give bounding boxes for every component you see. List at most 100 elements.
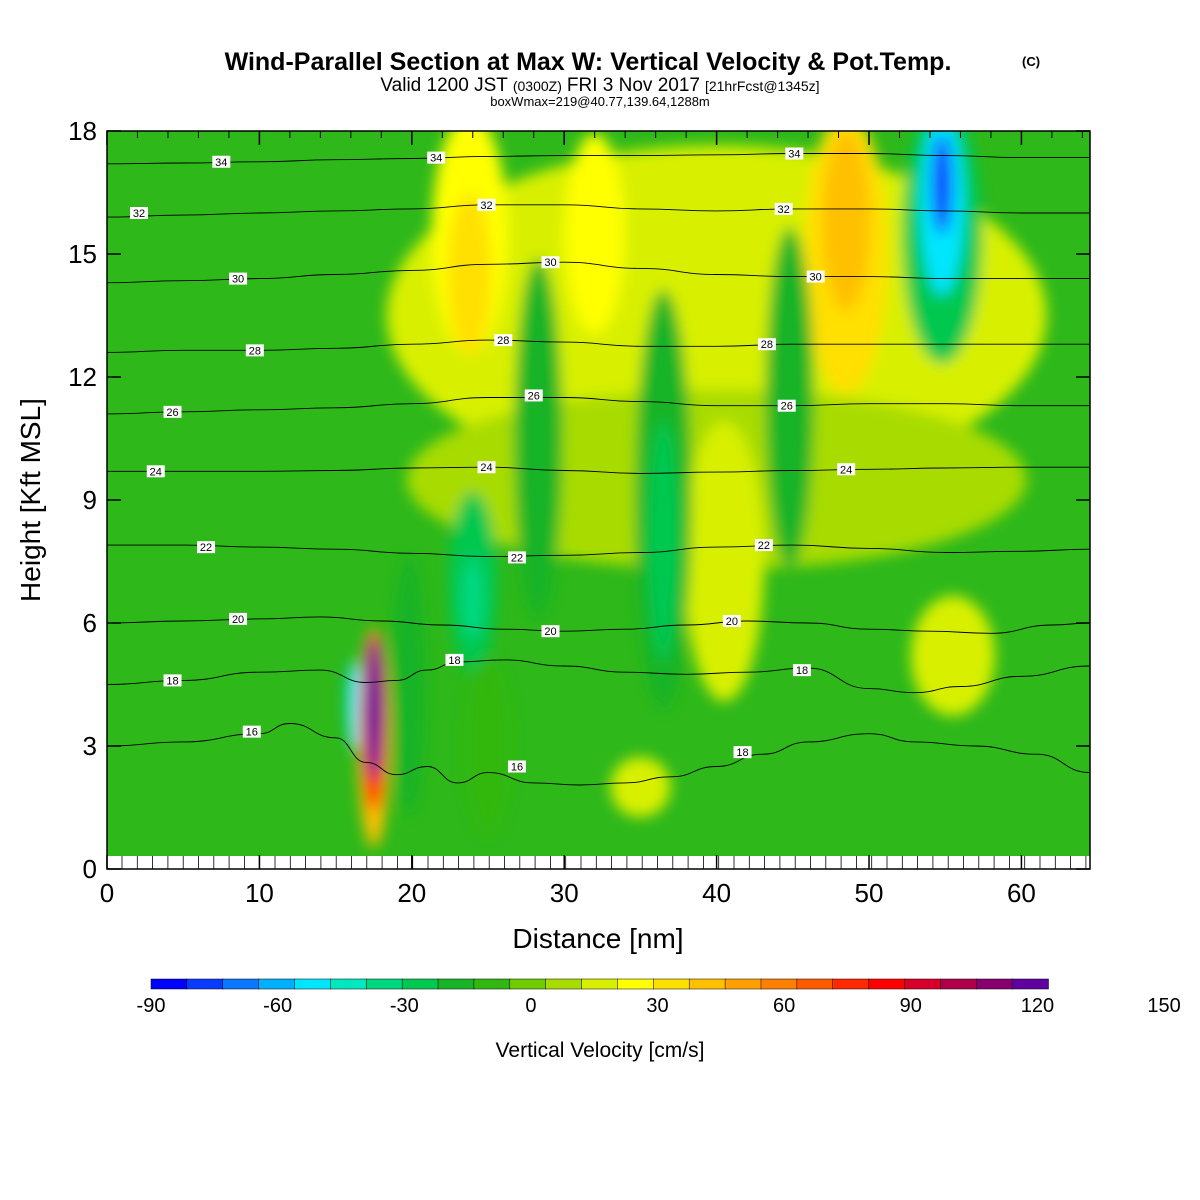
theta-label-box xyxy=(130,207,149,219)
theta-contour-label: 20 xyxy=(544,626,556,638)
theta-contour-label: 32 xyxy=(480,200,492,212)
colorbar-tick-label: 0 xyxy=(525,995,536,1017)
y-tick-label: 15 xyxy=(68,239,97,269)
velocity-main-updraft-core xyxy=(368,669,379,750)
y-tick-label: 6 xyxy=(83,608,97,638)
y-tick-label: 3 xyxy=(83,731,97,761)
theta-contour-label: 20 xyxy=(726,616,738,628)
theta-contour-34 xyxy=(107,153,1090,165)
colorbar-swatch xyxy=(760,978,798,990)
theta-label-box xyxy=(163,405,182,418)
colorbar-swatch xyxy=(975,978,1013,990)
valid-date: FRI 3 Nov 2017 xyxy=(567,75,700,96)
y-tick-label: 9 xyxy=(83,485,97,515)
theta-contour-label: 20 xyxy=(232,614,244,626)
theta-label-box xyxy=(754,539,773,552)
theta-label-box xyxy=(507,551,526,564)
velocity-downdraft-band xyxy=(514,258,563,619)
theta-contour-22 xyxy=(107,544,1090,558)
terrain-strip xyxy=(107,856,1090,869)
axes: 0 10 20 30 40 50 60 0 3 6 9 12 15 18 xyxy=(68,116,1090,908)
velocity-downdraft-core xyxy=(647,421,680,661)
theta-label-box xyxy=(146,465,165,478)
theta-label-box xyxy=(229,272,248,285)
theta-label-box xyxy=(229,612,248,625)
colorbar-swatch xyxy=(1011,978,1049,990)
theta-label-box xyxy=(445,653,464,666)
theta-label-box xyxy=(163,674,182,687)
colorbar-swatch xyxy=(150,978,188,990)
colorbar-swatch xyxy=(868,978,906,990)
theta-label-box xyxy=(777,399,796,412)
colorbar-swatch xyxy=(509,978,547,990)
theta-label-box xyxy=(212,155,231,168)
velocity-downdraft-band xyxy=(765,227,814,568)
copyright-mark: (C) xyxy=(1022,54,1040,69)
velocity-updraft-band xyxy=(610,757,671,817)
colorbar-swatch xyxy=(940,978,977,990)
theta-label-box xyxy=(733,746,752,759)
theta-label-box xyxy=(722,614,741,627)
theta-contour-label: 28 xyxy=(761,339,773,351)
velocity-downdraft-band xyxy=(464,656,513,836)
theta-contour-label: 26 xyxy=(781,401,793,413)
theta-contour-label: 18 xyxy=(796,665,808,677)
colorbar-tick-label: -90 xyxy=(137,995,166,1017)
theta-label-box xyxy=(837,463,856,476)
theta-label-box xyxy=(242,725,261,738)
velocity-downdraft-core xyxy=(460,558,485,639)
theta-label-box xyxy=(792,664,811,677)
velocity-field xyxy=(346,131,1047,848)
colorbar-label: Vertical Velocity [cm/s] xyxy=(496,1039,705,1062)
colorbar-tick-label: -30 xyxy=(390,995,419,1017)
colorbar-swatch xyxy=(294,978,332,990)
theta-contour-26 xyxy=(107,397,1090,415)
x-axis-label: Distance [nm] xyxy=(512,923,683,954)
theta-contour-label: 32 xyxy=(778,204,790,216)
colorbar-tick-label: 90 xyxy=(900,995,922,1017)
box-wmax-info: boxWmax=219@40.77,139.64,1288m xyxy=(490,94,710,109)
theta-contour-label: 34 xyxy=(215,157,227,169)
theta-contour-label: 34 xyxy=(788,149,800,161)
colorbar-swatch xyxy=(330,978,368,990)
theta-contour-label: 18 xyxy=(448,655,460,667)
theta-contour-label: 22 xyxy=(511,552,523,564)
colorbar-swatch xyxy=(904,978,942,990)
x-tick-label: 30 xyxy=(550,878,579,908)
theta-label-box xyxy=(245,344,264,357)
theta-contour-20 xyxy=(107,616,1090,634)
colorbar-tick-label: 150 xyxy=(1147,995,1180,1017)
theta-contour-label: 18 xyxy=(736,747,748,759)
theta-label-box xyxy=(785,147,804,160)
colorbar-swatch xyxy=(796,978,834,990)
theta-label-box xyxy=(757,338,776,351)
velocity-downdraft-band xyxy=(392,554,425,815)
theta-contour-label: 22 xyxy=(200,542,212,554)
theta-label-box xyxy=(806,270,825,283)
theta-contour-label: 24 xyxy=(840,464,852,476)
theta-contour-label: 30 xyxy=(232,274,244,286)
colorbar-swatch xyxy=(258,978,296,990)
valid-time: Valid 1200 JST xyxy=(380,75,508,96)
velocity-updraft-band xyxy=(564,133,625,334)
theta-contours: 16 16 18 18 18 18 20 20 20 22 22 22 24 24 24 26 26 26 28 28… xyxy=(107,147,1090,786)
utc-time: (0300Z) xyxy=(513,78,562,94)
y-tick-label: 18 xyxy=(68,116,97,146)
theta-contour-label: 34 xyxy=(430,153,442,165)
theta-label-box xyxy=(541,256,560,269)
chart-title: Wind-Parallel Section at Max W: Vertical… xyxy=(225,48,952,76)
theta-contour-label: 24 xyxy=(480,462,492,474)
velocity-updraft-band xyxy=(910,595,995,716)
theta-label-box xyxy=(477,198,496,211)
colorbar-swatch xyxy=(724,978,762,990)
theta-contour-30 xyxy=(107,261,1090,284)
colorbar: -90 -60 -30 0 30 60 90 120 150 xyxy=(137,978,1181,1017)
colorbar-tick-label: 120 xyxy=(1021,995,1054,1017)
y-tick-label: 0 xyxy=(83,854,97,884)
theta-contour-24 xyxy=(107,466,1090,474)
colorbar-swatch xyxy=(186,978,224,990)
colorbar-swatch xyxy=(617,978,655,990)
velocity-updraft-core xyxy=(822,131,871,312)
x-tick-label: 0 xyxy=(100,878,114,908)
